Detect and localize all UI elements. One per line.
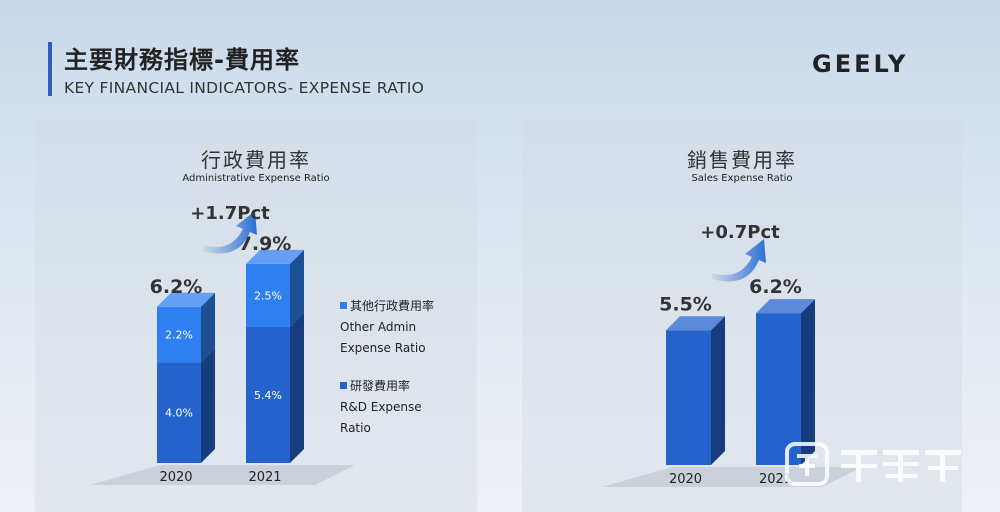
data-label: 4.0% — [165, 407, 193, 420]
legend-label-en: Other Admin — [340, 320, 417, 334]
bar-2021-rd-side — [290, 312, 304, 463]
admin-expense-panel: 行政費用率 Administrative Expense Ratio 4.0% 2… — [35, 120, 477, 512]
geely-logo: GEELY — [812, 50, 909, 78]
bar-2021-top — [756, 299, 815, 314]
change-arrow-icon — [712, 239, 766, 282]
data-label: 2.5% — [254, 289, 282, 302]
bar-2020-rd-side — [201, 348, 215, 463]
x-tick-label: 2021 — [759, 472, 792, 487]
data-label: 5.5% — [659, 293, 712, 315]
x-tick-label: 2020 — [669, 472, 702, 487]
legend-swatch-other-admin — [340, 302, 347, 309]
data-label: 2.2% — [165, 328, 193, 341]
change-arrow-icon — [203, 211, 257, 254]
bar-2020-rd — [157, 362, 201, 463]
bar-2021-rd — [246, 326, 290, 463]
bar-2021-other-admin — [246, 263, 290, 327]
page-subtitle: KEY FINANCIAL INDICATORS- EXPENSE RATIO — [64, 79, 425, 97]
legend-label-en: R&D Expense — [340, 400, 422, 414]
sales-panel-title: 銷售費用率 — [687, 148, 797, 172]
bar-2021-side — [801, 299, 815, 465]
admin-panel-subtitle: Administrative Expense Ratio — [182, 173, 330, 184]
sales-panel-subtitle: Sales Expense Ratio — [691, 173, 793, 184]
legend-label-zh: 研發費用率 — [350, 379, 411, 393]
data-label: 5.4% — [254, 389, 282, 402]
page-title: 主要財務指標-費用率 — [64, 46, 300, 74]
legend-label-en: Ratio — [340, 421, 371, 435]
legend-item-rd: 研發費用率 — [340, 376, 434, 397]
legend-item-other-admin: 其他行政費用率 — [340, 296, 434, 317]
bar-2021-top — [246, 249, 304, 264]
change-label: +1.7Pct — [190, 203, 270, 224]
legend: 其他行政費用率 Other Admin Expense Ratio 研發費用率 … — [340, 296, 434, 439]
total-label: 7.9% — [239, 233, 292, 255]
bar-2020 — [666, 330, 711, 465]
x-tick-label: 2021 — [248, 470, 281, 485]
bar-2020-other-admin-side — [201, 292, 215, 363]
data-label: 6.2% — [749, 276, 802, 298]
bar-2021-other-admin-side — [290, 249, 304, 327]
legend-label-zh: 其他行政費用率 — [350, 299, 435, 313]
bar-2020-top — [157, 292, 215, 307]
watermark-logo — [785, 442, 961, 486]
title-accent-bar — [48, 42, 52, 96]
admin-expense-chart: 4.0% 2.2% 6.2% 2020 5.4% 2.5% 7.9% 2021 +1.7Pct — [90, 203, 355, 485]
x-tick-label: 2020 — [159, 470, 192, 485]
admin-panel-title: 行政費用率 — [201, 148, 311, 172]
bar-2021 — [756, 313, 801, 465]
bar-2020-other-admin — [157, 306, 201, 363]
bar-2020-top — [666, 316, 725, 331]
legend-swatch-rd — [340, 382, 347, 389]
legend-label-en: Expense Ratio — [340, 341, 426, 355]
total-label: 6.2% — [150, 276, 203, 298]
change-label: +0.7Pct — [700, 222, 780, 243]
bar-2020-side — [711, 316, 725, 465]
chart-floor — [90, 465, 355, 485]
